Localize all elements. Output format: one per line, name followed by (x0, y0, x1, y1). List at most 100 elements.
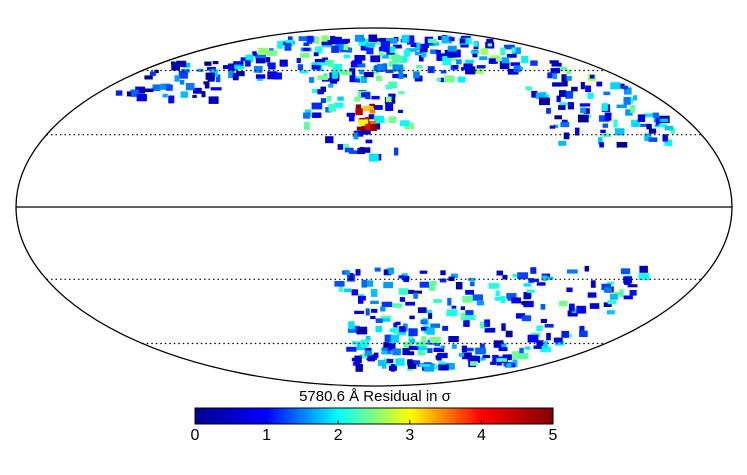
residual-pixel (176, 60, 187, 67)
residual-pixel (648, 128, 657, 134)
residual-pixel (501, 323, 506, 331)
residual-pixel (422, 309, 432, 314)
residual-pixel (234, 66, 245, 70)
residual-pixel (314, 59, 326, 63)
residual-pixel (579, 325, 585, 333)
residual-pixel (178, 70, 188, 79)
residual-pixel (381, 362, 387, 369)
colorbar (194, 407, 554, 425)
residual-pixel (531, 90, 538, 98)
residual-pixel (566, 70, 572, 75)
residual-pixel (152, 84, 161, 92)
residual-pixel (265, 57, 271, 63)
residual-pixel (603, 302, 612, 307)
residual-pixel (402, 74, 407, 78)
residual-pixel (530, 267, 537, 274)
residual-pixel (389, 328, 396, 333)
region-north-west-arm (115, 60, 251, 104)
residual-pixel (397, 330, 406, 336)
residual-pixel (602, 103, 608, 111)
residual-pixel (390, 335, 400, 343)
residual-pixel (535, 92, 546, 99)
residual-pixel (419, 270, 428, 274)
residual-pixel (506, 363, 512, 368)
residual-pixel (338, 69, 344, 74)
residual-pixel (476, 300, 485, 306)
residual-pixel (419, 363, 430, 367)
residual-pixel (374, 105, 383, 110)
residual-pixel (518, 352, 529, 360)
residual-pixel (356, 344, 366, 351)
residual-pixel (567, 269, 578, 274)
residual-pixel (437, 352, 448, 359)
residual-pixel (373, 38, 383, 42)
residual-pixel (366, 47, 374, 55)
residual-pixel (470, 281, 475, 287)
residual-pixel (622, 85, 628, 90)
residual-pixel (414, 75, 423, 82)
residual-pixel (394, 54, 401, 59)
residual-pixel (465, 59, 474, 64)
residual-pixel (455, 282, 463, 290)
residual-pixel (343, 44, 349, 50)
residual-pixel (540, 318, 547, 323)
residual-pixel (429, 336, 441, 344)
residual-pixel (232, 73, 239, 81)
residual-pixel (536, 282, 546, 286)
residual-pixel (378, 359, 386, 367)
residual-pixel (659, 118, 669, 123)
residual-pixel (378, 46, 388, 53)
residual-pixel (530, 60, 538, 66)
residual-pixel (623, 96, 631, 105)
residual-pixel (135, 86, 145, 94)
residual-pixel (546, 332, 551, 341)
residual-pixel (607, 300, 617, 305)
residual-pixel (596, 81, 603, 87)
residual-pixel (475, 67, 484, 74)
residual-pixel (385, 69, 394, 74)
residual-pixel (162, 93, 168, 98)
residual-pixel (349, 272, 354, 281)
residual-pixel (460, 312, 465, 321)
residual-pixel (386, 38, 398, 44)
residual-pixel (480, 321, 487, 329)
residual-pixel (619, 289, 624, 298)
residual-pixel (354, 78, 360, 83)
residual-pixel (407, 351, 415, 356)
residual-pixel (494, 296, 502, 301)
residual-pixel (311, 64, 321, 70)
residual-pixel (616, 104, 627, 109)
residual-pixel (496, 361, 502, 366)
residual-pixel (382, 54, 389, 59)
residual-pixel (640, 123, 650, 127)
residual-pixel (413, 71, 420, 79)
residual-pixel (409, 315, 415, 320)
residual-pixel (401, 56, 408, 63)
residual-pixel (320, 98, 326, 103)
residual-pixel (332, 64, 343, 72)
colorbar-tick-label: 5 (549, 427, 558, 444)
residual-pixel (399, 120, 410, 127)
colorbar-tick-label: 4 (477, 427, 486, 444)
residual-pixel (464, 37, 472, 44)
residual-pixel (356, 126, 368, 131)
residual-pixel (354, 355, 362, 364)
residual-pixel (360, 45, 369, 51)
residual-pixel (440, 270, 446, 276)
residual-pixel (207, 74, 215, 82)
residual-pixel (500, 296, 506, 303)
residual-pixel (144, 75, 153, 80)
residual-pixel (526, 289, 535, 293)
residual-pixel (448, 336, 459, 343)
residual-pixel (544, 324, 554, 328)
residual-pixel (500, 47, 506, 56)
residual-pixel (519, 347, 524, 354)
residual-pixel (553, 124, 559, 128)
residual-pixel (444, 363, 455, 370)
residual-pixel (358, 38, 369, 46)
residual-pixel (604, 112, 612, 121)
residual-pixel (361, 76, 367, 83)
residual-pixel (303, 47, 310, 51)
residual-pixel (646, 123, 652, 130)
residual-pixel (504, 44, 515, 50)
